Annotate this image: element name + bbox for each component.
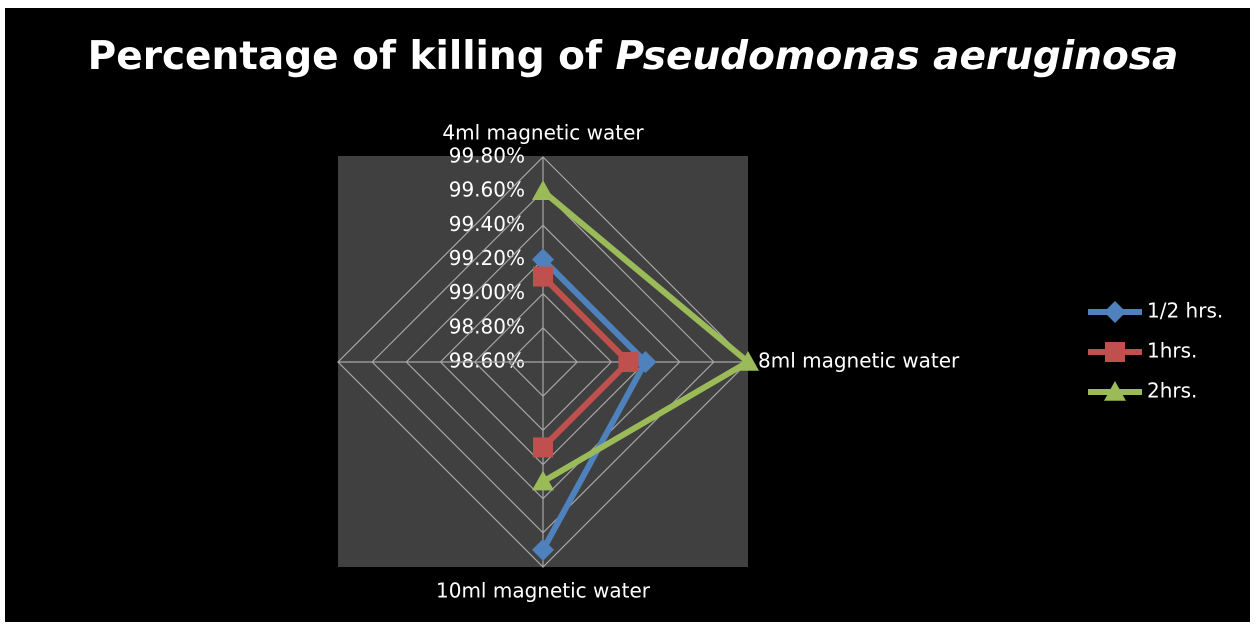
r-tick-label: 99.80% [449,144,525,168]
legend-label: 2hrs. [1147,379,1197,403]
legend-label: 1/2 hrs. [1147,299,1223,323]
legend-marker [1105,342,1125,362]
data-point [737,351,759,371]
data-point [532,538,554,561]
r-tick-label: 99.20% [449,246,525,270]
category-label: 10ml magnetic water [436,579,651,603]
data-point [634,351,657,373]
chart-title: Percentage of killing of Pseudomonas aer… [88,34,1179,79]
legend-marker [1104,381,1126,401]
category-label: 4ml magnetic water [442,121,644,145]
category-label: 8ml magnetic water [758,349,960,373]
data-point [533,437,553,458]
title-italic: Pseudomonas aeruginosa [616,34,1179,79]
r-tick-label: 98.80% [449,314,525,338]
r-tick-label: 99.00% [449,280,525,304]
r-tick-label: 99.60% [449,178,525,202]
r-tick-label: 98.60% [449,349,525,373]
data-point [618,352,639,372]
data-point [532,180,554,200]
title-text: Percentage of killing of [88,34,603,79]
data-point [533,266,553,287]
legend-label: 1hrs. [1147,339,1197,363]
data-point [532,470,554,491]
legend-marker [1104,301,1126,323]
data-point [532,248,554,271]
r-tick-label: 99.40% [449,212,525,236]
